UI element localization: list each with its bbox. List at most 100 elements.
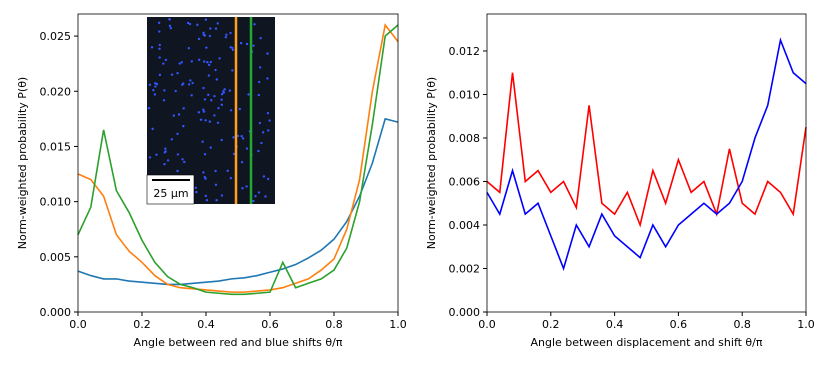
inset-dot: [202, 33, 205, 36]
inset-dot: [187, 46, 190, 50]
y-tick-label: 0.015: [40, 140, 72, 153]
y-tick-label: 0.004: [449, 219, 481, 232]
inset-dot: [158, 43, 161, 47]
inset-dot: [220, 98, 223, 101]
inset-dot: [231, 48, 235, 52]
inset-dot: [232, 136, 235, 139]
inset-dot: [215, 198, 218, 202]
inset-dot: [240, 134, 243, 138]
inset-dot: [238, 107, 242, 111]
scale-label: 25 μm: [153, 187, 188, 200]
inset-dot: [181, 158, 184, 161]
inset-dot: [203, 175, 206, 179]
inset-dot: [203, 153, 207, 156]
inset-dot: [170, 138, 174, 141]
inset-dot: [220, 92, 224, 96]
x-tick-label: 0.0: [69, 318, 87, 331]
inset-dot: [182, 124, 185, 128]
x-tick-label: 0.2: [542, 318, 560, 331]
inset-dot: [203, 98, 207, 101]
inset-dot: [264, 195, 267, 198]
x-axis-label: Angle between red and blue shifts θ/π: [134, 336, 343, 349]
inset-dot: [202, 86, 205, 90]
inset-dot: [220, 194, 224, 197]
inset-dot: [158, 56, 161, 59]
inset-dot: [205, 199, 209, 202]
inset-dot: [208, 120, 212, 123]
inset-dot: [187, 83, 191, 86]
inset-dot: [216, 22, 219, 25]
x-tick-label: 0.6: [670, 318, 688, 331]
inset-dot: [247, 93, 250, 96]
inset-dot: [215, 78, 219, 81]
inset-dot: [147, 106, 151, 110]
inset-dot: [163, 89, 166, 92]
inset-dot: [208, 34, 212, 38]
inset-dot: [172, 114, 176, 117]
x-tick-label: 0.4: [606, 318, 624, 331]
inset-dot: [267, 129, 270, 132]
inset-dot: [152, 88, 155, 92]
data-line: [77, 23, 399, 293]
inset-dot: [214, 169, 217, 173]
inset-dot: [261, 131, 265, 134]
inset-dot: [148, 156, 152, 159]
inset-dot: [194, 186, 198, 190]
y-tick-label: 0.025: [40, 30, 72, 43]
inset-dot: [220, 103, 224, 107]
plot-frame: [486, 13, 807, 313]
inset-dot: [266, 111, 270, 115]
inset-dot: [198, 58, 201, 62]
inset-dot: [240, 160, 244, 164]
inset-dot: [225, 33, 228, 37]
inset-dot: [207, 93, 210, 97]
inset-dot: [266, 52, 269, 55]
data-line: [486, 72, 807, 228]
inset-dot: [155, 153, 158, 156]
inset-dot: [169, 26, 173, 30]
inset-dot: [209, 146, 212, 149]
inset-dot: [214, 183, 218, 187]
data-line: [77, 117, 399, 286]
inset-dot: [229, 176, 233, 180]
inset-dot: [176, 169, 179, 173]
inset-dot: [164, 58, 168, 62]
x-tick-label: 0.0: [478, 318, 496, 331]
inset-dot: [176, 153, 180, 156]
inset-dot: [204, 18, 208, 21]
inset-dot: [190, 60, 193, 63]
inset-dot: [262, 175, 266, 178]
data-line: [486, 37, 807, 271]
inset-dot: [168, 24, 172, 28]
inset-dot: [188, 22, 192, 26]
y-tick-label: 0.012: [449, 45, 481, 58]
inset-dot: [157, 21, 161, 25]
inset-dot: [236, 134, 240, 138]
inset-dot: [268, 119, 271, 122]
inset-dot: [195, 190, 198, 194]
inset-dot: [162, 62, 165, 65]
inset-dot: [182, 82, 185, 85]
y-tick-label: 0.008: [449, 132, 481, 145]
inset-dot: [228, 89, 232, 92]
inset-dot: [199, 118, 203, 121]
inset-dot: [266, 77, 269, 80]
inset-dot: [214, 68, 217, 72]
inset-dot: [148, 83, 152, 87]
inset-dot: [218, 57, 221, 60]
inset-dot: [191, 81, 194, 85]
inset-dot: [174, 89, 177, 93]
x-tick-label: 0.4: [197, 318, 215, 331]
inset-dot: [214, 27, 218, 30]
y-axis-label: Norm-weighted probability P(θ): [425, 77, 438, 249]
inset-dot: [207, 74, 211, 77]
inset-dot: [216, 121, 220, 124]
y-tick-label: 0.005: [40, 251, 72, 264]
inset-dot: [260, 141, 263, 145]
inset-dot: [183, 160, 186, 164]
inset-dot: [164, 147, 167, 150]
inset-dot: [154, 82, 157, 85]
inset-dot: [154, 85, 157, 88]
inset-dot: [204, 119, 207, 122]
